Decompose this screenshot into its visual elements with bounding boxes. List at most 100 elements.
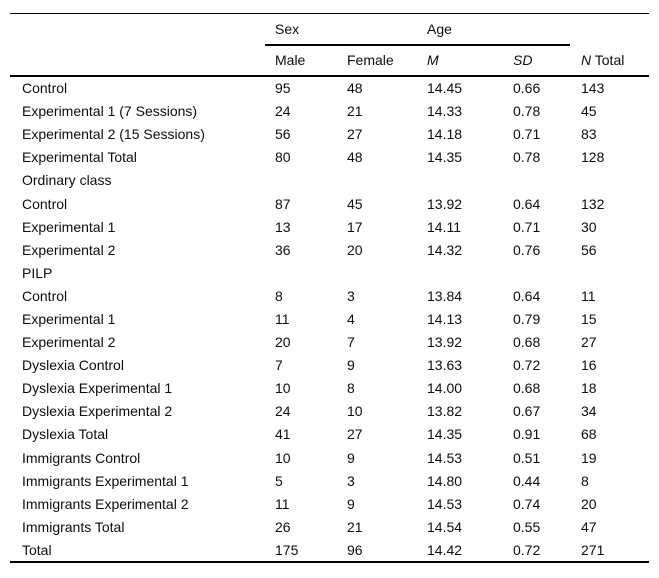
cell-sd: 0.78: [513, 149, 541, 166]
cell-mean: 14.80: [427, 472, 463, 489]
cell-female: 4: [347, 310, 355, 327]
cell-sd: 0.64: [513, 287, 541, 304]
cell-sd: 0.72: [513, 541, 541, 558]
table-bottom-rule: [10, 561, 649, 564]
table-row: Control 95 48 14.45 0.66 143: [10, 77, 649, 100]
cell-n: 30: [581, 218, 597, 235]
row-label: Experimental 2 (15 Sessions): [22, 126, 205, 143]
cell-sd: 0.55: [513, 518, 541, 535]
cell-male: 56: [275, 126, 291, 143]
demographics-table: Sex Age Male Female M SD N Total Control…: [10, 13, 649, 564]
cell-male: 20: [275, 334, 291, 351]
cell-female: 20: [347, 241, 363, 258]
table-row: Dyslexia Control 7 9 13.63 0.72 16: [10, 354, 649, 377]
table-row: Experimental 1 (7 Sessions) 24 21 14.33 …: [10, 100, 649, 123]
row-label: Dyslexia Experimental 1: [22, 380, 173, 397]
cell-mean: 14.35: [427, 426, 463, 443]
cell-sd: 0.67: [513, 403, 541, 420]
cell-sd: 0.71: [513, 126, 541, 143]
n-total-label-rest: Total: [591, 52, 625, 68]
cell-sd: 0.76: [513, 241, 541, 258]
cell-n: 11: [581, 287, 596, 304]
cell-n: 271: [581, 541, 605, 558]
table-row: Experimental 1 13 17 14.11 0.71 30: [10, 215, 649, 238]
cell-mean: 13.63: [427, 357, 463, 374]
row-label: Control: [22, 195, 68, 212]
cell-male: 7: [275, 357, 283, 374]
row-label: Immigrants Control: [22, 449, 141, 466]
row-label: Dyslexia Total: [22, 426, 109, 443]
row-label: Experimental 2: [22, 334, 116, 351]
cell-male: 175: [275, 541, 299, 558]
cell-female: 9: [347, 357, 355, 374]
cell-n: 143: [581, 80, 605, 97]
row-label: Control: [22, 80, 68, 97]
cell-sd: 0.64: [513, 195, 541, 212]
table-row: PILP: [10, 261, 649, 284]
table-row: Experimental 2 (15 Sessions) 56 27 14.18…: [10, 123, 649, 146]
row-label: Immigrants Total: [22, 518, 125, 535]
cell-mean: 13.92: [427, 334, 463, 351]
n-total-column-header: N Total: [570, 53, 649, 67]
cell-female: 9: [347, 495, 355, 512]
table-group-header-row: Sex Age: [10, 14, 649, 44]
age-group-header: Age: [427, 20, 452, 37]
table-row: Experimental 2 36 20 14.32 0.76 56: [10, 238, 649, 261]
cell-n: 15: [581, 310, 597, 327]
cell-male: 24: [275, 103, 291, 120]
n-symbol: N: [581, 52, 592, 68]
male-column-header: Male: [275, 52, 306, 68]
row-label: Experimental 1: [22, 218, 116, 235]
spanner-rule: [265, 43, 570, 46]
cell-female: 7: [347, 334, 355, 351]
table-row: Immigrants Experimental 2 11 9 14.53 0.7…: [10, 492, 649, 515]
cell-mean: 14.45: [427, 80, 463, 97]
table-row: Immigrants Control 10 9 14.53 0.51 19: [10, 446, 649, 469]
cell-n: 47: [581, 518, 597, 535]
table-row: Immigrants Experimental 1 5 3 14.80 0.44…: [10, 469, 649, 492]
cell-male: 41: [275, 426, 291, 443]
row-label: PILP: [22, 264, 53, 281]
cell-male: 36: [275, 241, 291, 258]
cell-female: 9: [347, 449, 355, 466]
row-label: Experimental Total: [22, 149, 137, 166]
cell-male: 11: [275, 495, 290, 512]
cell-mean: 14.33: [427, 103, 463, 120]
cell-female: 27: [347, 426, 363, 443]
table-row: Experimental 2 20 7 13.92 0.68 27: [10, 331, 649, 354]
row-label: Ordinary class: [22, 172, 112, 189]
cell-female: 21: [347, 518, 363, 535]
cell-male: 10: [275, 449, 291, 466]
cell-n: 18: [581, 380, 597, 397]
cell-sd: 0.74: [513, 495, 541, 512]
table-body: Control 95 48 14.45 0.66 143 Experimenta…: [10, 77, 649, 562]
cell-sd: 0.66: [513, 80, 541, 97]
cell-mean: 14.11: [427, 218, 461, 235]
cell-sd: 0.51: [513, 449, 541, 466]
row-label: Immigrants Experimental 1: [22, 472, 189, 489]
row-label: Experimental 2: [22, 241, 116, 258]
cell-n: 19: [581, 449, 597, 466]
cell-female: 8: [347, 380, 355, 397]
cell-female: 96: [347, 541, 363, 558]
cell-male: 10: [275, 380, 291, 397]
cell-sd: 0.44: [513, 472, 541, 489]
cell-mean: 14.32: [427, 241, 463, 258]
cell-male: 8: [275, 287, 283, 304]
table-column-header-row: Male Female M SD N Total: [10, 46, 649, 77]
cell-mean: 14.53: [427, 449, 463, 466]
table-row: Control 8 3 13.84 0.64 11: [10, 284, 649, 307]
cell-female: 3: [347, 287, 355, 304]
cell-n: 27: [581, 334, 597, 351]
table-row: Dyslexia Experimental 2 24 10 13.82 0.67…: [10, 400, 649, 423]
sd-column-header: SD: [513, 52, 533, 68]
table-row: Ordinary class: [10, 169, 649, 192]
cell-mean: 14.35: [427, 149, 463, 166]
mean-column-header: M: [427, 52, 439, 68]
cell-male: 5: [275, 472, 283, 489]
row-label: Control: [22, 287, 68, 304]
cell-n: 34: [581, 403, 597, 420]
table-row: Dyslexia Total 41 27 14.35 0.91 68: [10, 423, 649, 446]
row-label: Dyslexia Experimental 2: [22, 403, 173, 420]
